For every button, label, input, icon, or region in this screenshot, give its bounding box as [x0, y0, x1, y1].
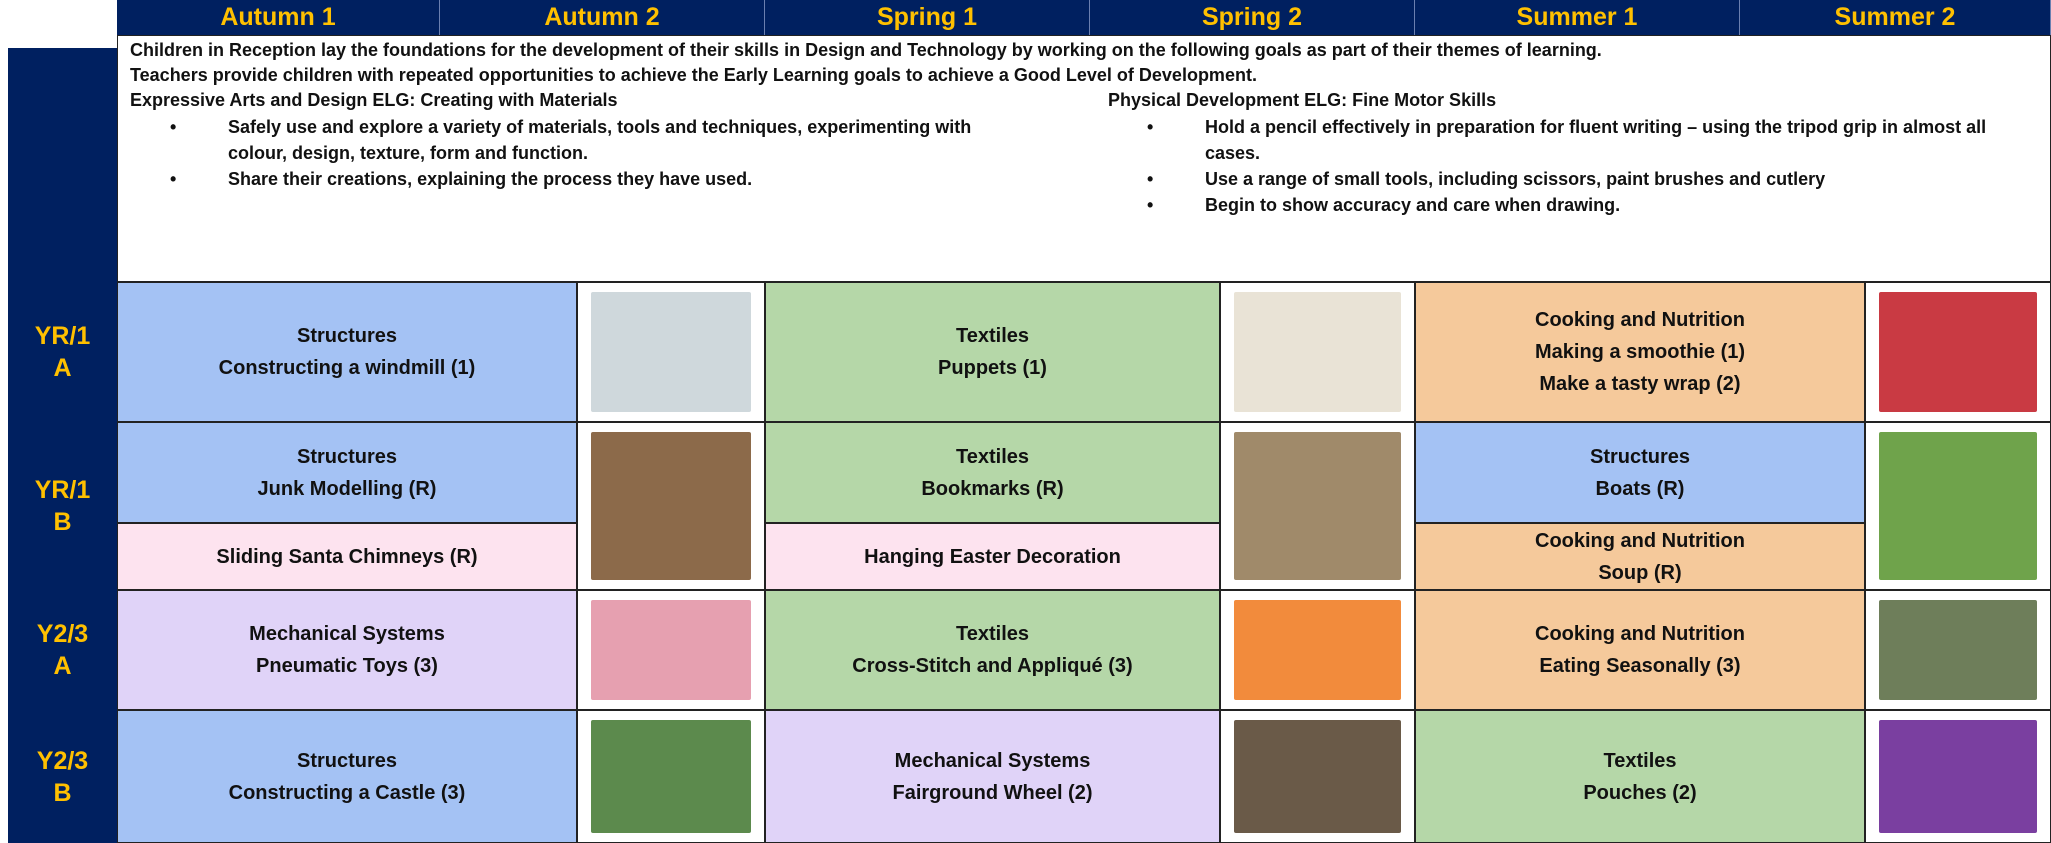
topic-cell: Structures Constructing a windmill (1)	[117, 282, 577, 422]
photo	[591, 432, 751, 580]
topic-cell: Structures Junk Modelling (R)	[117, 422, 577, 523]
topic-line: Textiles	[956, 325, 1029, 347]
intro-text: Teachers provide children with repeated …	[130, 65, 1257, 85]
photo	[591, 600, 751, 700]
row-label-line: A	[53, 652, 72, 680]
topic-line: Textiles	[956, 445, 1029, 468]
topic-cell: Hanging Easter Decoration	[765, 523, 1220, 590]
topic-line: Pneumatic Toys (3)	[256, 655, 438, 677]
topic-line: Soup (R)	[1598, 561, 1682, 584]
topic-line: Making a smoothie (1)	[1534, 341, 1746, 363]
bullet-text: Hold a pencil effectively in preparation…	[1205, 117, 1987, 163]
photo	[591, 292, 751, 412]
topic-line: Junk Modelling (R)	[257, 477, 437, 500]
topic-line: Structures	[1589, 445, 1691, 468]
column-header: Autumn 2	[440, 0, 765, 35]
photo	[1879, 432, 2037, 580]
topic-line: Structures	[296, 749, 398, 772]
row-label-line: B	[53, 778, 72, 807]
topic-cell: Textiles Puppets (1)	[765, 282, 1220, 422]
row-label-line: B	[53, 508, 72, 536]
bullet-text: Begin to show accuracy and care when dra…	[1205, 195, 1621, 215]
topic-line: Eating Seasonally (3)	[1539, 655, 1741, 677]
topic-cell: Sliding Santa Chimneys (R)	[117, 523, 577, 590]
photo	[1879, 292, 2037, 412]
topic-line: Hanging Easter Decoration	[864, 545, 1121, 568]
bullet-dot: •	[170, 117, 177, 137]
intro-heading: Expressive Arts and Design ELG: Creating…	[130, 90, 618, 110]
topic-line: Pouches (2)	[1583, 781, 1697, 804]
topic-line: Make a tasty wrap (2)	[1539, 373, 1741, 395]
bullet-dot: •	[1147, 169, 1154, 189]
topic-line: Fairground Wheel (2)	[892, 781, 1093, 804]
topic-cell: Textiles Pouches (2)	[1415, 710, 1865, 843]
topic-cell: Cooking and Nutrition Making a smoothie (…	[1415, 282, 1865, 422]
row-label: YR/1 B	[8, 422, 117, 590]
topic-line: Puppets (1)	[938, 357, 1047, 379]
topic-cell: Structures Boats (R)	[1415, 422, 1865, 523]
topic-cell: Cooking and Nutrition Eating Seasonally (…	[1415, 590, 1865, 710]
photo	[591, 720, 751, 833]
topic-cell: Structures Constructing a Castle (3)	[117, 710, 577, 843]
row-label-line: Y2/3	[36, 746, 89, 775]
topic-line: Textiles	[1603, 749, 1677, 772]
topic-cell: Mechanical Systems Fairground Wheel (2)	[765, 710, 1220, 843]
photo	[1879, 720, 2037, 833]
topic-cell: Mechanical Systems Pneumatic Toys (3)	[117, 590, 577, 710]
row-label-line: YR/1	[34, 322, 91, 350]
topic-line: Textiles	[956, 623, 1029, 645]
topic-line: Structures	[296, 445, 398, 468]
column-header: Autumn 1	[117, 0, 440, 35]
topic-line: Cooking and Nutrition	[1535, 529, 1745, 552]
row-label-column	[8, 48, 117, 843]
row-label-line: Y2/3	[36, 620, 89, 648]
row-label-line: A	[53, 354, 72, 382]
intro-text: Children in Reception lay the foundation…	[130, 40, 1602, 60]
photo	[1879, 600, 2037, 700]
topic-line: Sliding Santa Chimneys (R)	[216, 545, 478, 568]
row-label: Y2/3 B	[8, 710, 117, 843]
column-header: Summer 1	[1415, 0, 1740, 35]
row-label-line: YR/1	[34, 476, 91, 504]
topic-line: Constructing a windmill (1)	[218, 357, 476, 379]
bullet-dot: •	[1147, 117, 1154, 137]
bullet-text: Use a range of small tools, including sc…	[1205, 169, 1826, 189]
bullet-dot: •	[170, 169, 177, 189]
photo	[1234, 432, 1401, 580]
topic-cell: Textiles Bookmarks (R)	[765, 422, 1220, 523]
photo	[1234, 292, 1401, 412]
topic-cell: Textiles Cross-Stitch and Appliqué (3)	[765, 590, 1220, 710]
column-header: Spring 1	[765, 0, 1090, 35]
column-header: Spring 2	[1090, 0, 1415, 35]
topic-line: Constructing a Castle (3)	[228, 781, 466, 804]
bullet-text: Share their creations, explaining the pr…	[228, 169, 753, 189]
column-header: Summer 2	[1740, 0, 2051, 35]
topic-line: Cooking and Nutrition	[1535, 623, 1745, 645]
bullet-dot: •	[1147, 195, 1154, 215]
intro-heading: Physical Development ELG: Fine Motor Ski…	[1108, 90, 1497, 110]
intro-box	[117, 35, 2051, 282]
row-label: Y2/3 A	[8, 590, 117, 710]
bullet-text: Safely use and explore a variety of mate…	[228, 117, 972, 163]
topic-cell: Cooking and Nutrition Soup (R)	[1415, 523, 1865, 590]
topic-line: Cooking and Nutrition	[1535, 309, 1745, 331]
topic-line: Mechanical Systems	[894, 749, 1091, 772]
row-label: YR/1 A	[8, 282, 117, 422]
photo	[1234, 720, 1401, 833]
photo	[1234, 600, 1401, 700]
topic-line: Cross-Stitch and Appliqué (3)	[852, 655, 1133, 677]
topic-line: Mechanical Systems	[249, 623, 445, 645]
corner	[0, 0, 117, 48]
topic-line: Bookmarks (R)	[921, 477, 1064, 500]
topic-line: Structures	[296, 325, 398, 347]
topic-line: Boats (R)	[1595, 477, 1685, 500]
